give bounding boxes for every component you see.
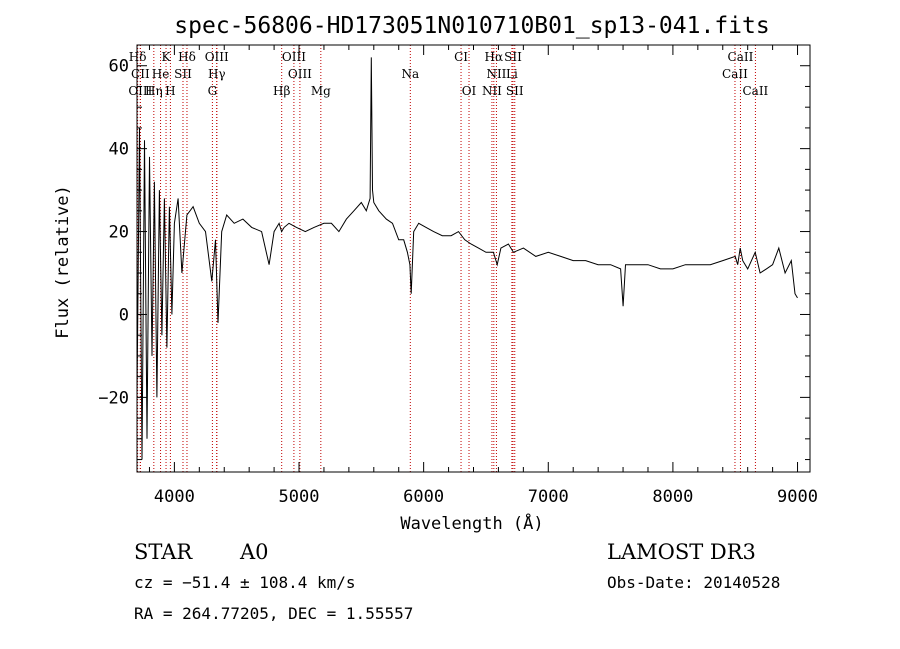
- spectral-line-label: OIII: [282, 50, 306, 64]
- spectral-line-label: CI: [454, 50, 468, 64]
- y-tick-label: 60: [109, 57, 129, 77]
- coordinates: RA = 264.77205, DEC = 1.55557: [134, 604, 413, 623]
- spectral-line-label: H: [165, 84, 175, 98]
- spectral-line-label: Mg: [311, 84, 331, 98]
- spectral-line-label: OI: [462, 84, 477, 98]
- spectral-line-label: SII: [506, 84, 524, 98]
- x-tick-label: 6000: [403, 487, 444, 507]
- spectral-line-label: SII: [174, 67, 192, 81]
- spectral-line-label: NII: [486, 67, 506, 81]
- x-tick-label: 4000: [154, 487, 195, 507]
- object-class: STAR: [134, 540, 193, 564]
- y-axis-ticks: −20 0 20 40 60: [98, 44, 810, 461]
- x-tick-label: 9000: [777, 487, 818, 507]
- spectral-line-label: G: [208, 84, 218, 98]
- survey-name: LAMOST DR3: [607, 540, 756, 564]
- spectral-line-label: He: [152, 67, 170, 81]
- spectral-line-label: Hη: [145, 84, 163, 98]
- spectral-line-label: CII: [131, 67, 150, 81]
- x-tick-label: 7000: [528, 487, 569, 507]
- y-axis-label: Flux (relative): [53, 185, 73, 339]
- redshift-velocity: cz = −51.4 ± 108.4 km/s: [134, 573, 356, 592]
- x-tick-label: 8000: [652, 487, 693, 507]
- spectral-line-label: Hβ: [273, 84, 290, 98]
- spectral-line-label: Hγ: [208, 67, 226, 81]
- x-axis-ticks: 4000 5000 6000 7000 8000 9000: [148, 45, 818, 507]
- spectral-line-label: Li: [506, 67, 518, 81]
- x-axis-label: Wavelength (Å): [400, 512, 543, 534]
- plot-frame: [136, 44, 811, 473]
- chart-title: spec-56806-HD173051N010710B01_sp13-041.f…: [174, 13, 769, 39]
- spectral-line-label: Hα: [485, 50, 504, 64]
- spectral-line-label: CaII: [742, 84, 768, 98]
- spectral-line-label: SII: [504, 50, 522, 64]
- observation-date: Obs-Date: 20140528: [607, 573, 780, 592]
- object-subclass: A0: [239, 540, 269, 564]
- spectral-line-label: Na: [401, 67, 419, 81]
- spectral-line-label: CaII: [722, 67, 748, 81]
- spectral-line-label: Hδ: [178, 50, 196, 64]
- x-tick-label: 5000: [279, 487, 320, 507]
- spectral-line-label: Hδ: [129, 50, 147, 64]
- y-tick-label: 0: [119, 305, 129, 325]
- spectral-line-markers: [137, 45, 756, 472]
- spectral-line-label: K: [162, 50, 172, 64]
- spectral-line-label: CaII: [728, 50, 754, 64]
- y-tick-label: −20: [98, 388, 129, 408]
- spectrum-series-line: [136, 57, 798, 460]
- spectral-line-label: OIII: [205, 50, 229, 64]
- y-tick-label: 20: [109, 223, 129, 243]
- spectral-line-label: OIII: [288, 67, 312, 81]
- spectral-line-label: OIII: [128, 84, 152, 98]
- spectral-line-label: NII: [482, 84, 502, 98]
- y-tick-label: 40: [109, 140, 129, 160]
